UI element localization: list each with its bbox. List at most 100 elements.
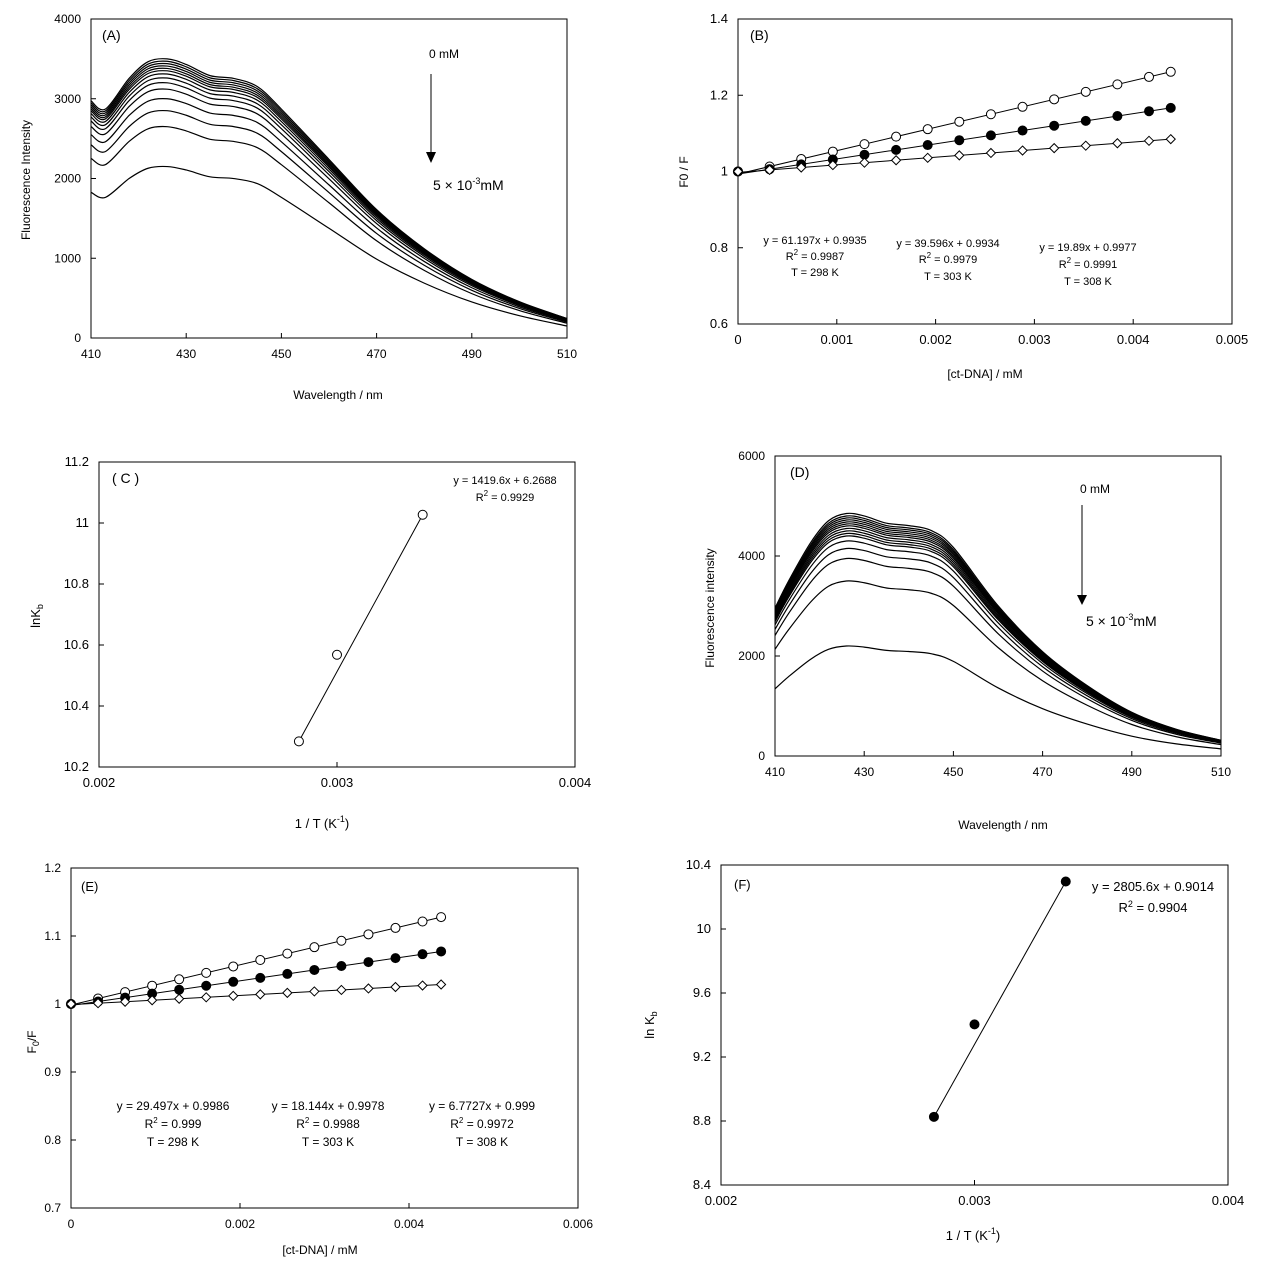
spectrum-curve [774,547,1222,744]
data-point [1049,120,1060,131]
data-point [417,949,428,960]
data-point [985,130,996,141]
spectrum-curve [90,70,568,320]
data-point [436,912,447,923]
x-tick-label: 490 [1122,765,1142,779]
x-tick-label: 430 [854,765,874,779]
y-axis-label: Fluorescence Intensity [19,120,33,240]
fit-r-squared: R2 = 0.9987 [786,248,845,263]
data-point [282,948,293,959]
data-point [1080,115,1091,126]
plot-frame [774,455,1222,757]
fit-equation: y = 39.596x + 0.9934 [896,238,999,250]
fit-temperature: T = 303 K [302,1135,354,1149]
x-axis-label: 1 / T (K-1) [295,814,350,831]
fit-line [737,138,1171,173]
data-point [891,144,902,155]
y-tick-label: 10.8 [64,576,89,591]
data-point [1143,135,1155,147]
y-axis-label: F0/F [25,1030,41,1053]
x-tick-label: 0.002 [919,332,952,347]
fit-equation: y = 1419.6x + 6.2688 [453,475,556,487]
data-point [363,929,374,940]
data-point [309,964,320,975]
y-tick-label: 0.6 [710,316,728,331]
panel-label: ( C ) [112,470,139,486]
data-point [228,976,239,987]
data-point [228,990,239,1002]
data-point [969,1019,980,1030]
data-point [985,147,997,159]
x-tick-label: 0.002 [225,1217,255,1231]
fit-equation: y = 2805.6x + 0.9014 [1092,879,1214,894]
data-point [435,979,447,990]
y-tick-label: 10.6 [64,637,89,652]
x-tick-label: 0.006 [563,1217,593,1231]
spectrum-curve [90,109,568,323]
fit-stats-298k: y = 61.197x + 0.9935 R2 = 0.9987 T = 298… [763,235,866,279]
y-tick-label: 0 [758,749,765,763]
data-point [390,981,401,993]
y-tick-label: 0.8 [44,1133,61,1147]
data-point [1144,71,1155,82]
x-tick-label: 510 [1211,765,1231,779]
y-axis-label: Fluorescence intensity [703,548,717,667]
spectrum-curve [90,88,568,322]
data-point [1112,138,1123,149]
fit-temperature: T = 308 K [456,1135,508,1149]
spectrum-curve [90,125,568,324]
fit-equation: y = 6.7727x + 0.999 [429,1099,535,1113]
x-tick-label: 0.003 [958,1193,991,1208]
fit-r-squared: R2 = 0.9972 [450,1116,514,1131]
data-point [1080,140,1091,151]
x-tick-label: 0.003 [321,775,354,790]
spectrum-curve [90,97,568,322]
data-point [201,980,212,991]
data-point [1017,101,1028,112]
y-tick-label: 1.1 [44,929,61,943]
data-point [827,159,839,171]
data-point [954,116,965,127]
panel-label: (F) [734,877,751,892]
fit-r-squared: R2 = 0.9988 [296,1116,360,1131]
y-tick-label: 0.7 [44,1201,61,1215]
y-tick-label: 6000 [738,449,765,463]
x-tick-label: 470 [1033,765,1053,779]
y-tick-label: 1.2 [710,87,728,102]
spectrum-curve [774,580,1222,746]
data-point [336,961,347,972]
data-point [922,140,933,151]
fit-equation: y = 18.144x + 0.9978 [272,1099,385,1113]
data-point [1165,102,1176,113]
y-tick-label: 2000 [54,172,81,186]
x-tick-label: 0.004 [394,1217,424,1231]
plot-frame [70,867,579,1209]
data-point [859,157,870,168]
y-tick-label: 10.2 [64,759,89,774]
fit-line [737,71,1171,175]
data-point [1080,86,1091,97]
y-tick-label: 0.8 [710,240,728,255]
y-tick-label: 1 [721,164,728,179]
data-point [954,150,965,161]
spectrum-curve [90,165,568,327]
data-point [928,1111,939,1122]
x-tick-label: 410 [765,765,785,779]
spectrum-curve [774,557,1222,744]
data-point [173,993,185,1004]
data-point [1144,106,1155,117]
fit-stats-303k: y = 18.144x + 0.9978 R2 = 0.9988 T = 303… [272,1099,385,1149]
data-point [336,984,347,996]
panel-label: (D) [790,464,809,480]
y-tick-label: 11.2 [65,454,89,469]
data-point [1048,142,1060,154]
data-point [309,986,320,997]
x-tick-label: 490 [462,347,482,361]
data-point [228,961,239,972]
fit-r-squared: R2 = 0.9904 [1119,899,1188,915]
decrease-arrow-head [1077,595,1087,605]
y-tick-label: 10 [697,921,711,936]
x-tick-label: 0 [68,1217,75,1231]
